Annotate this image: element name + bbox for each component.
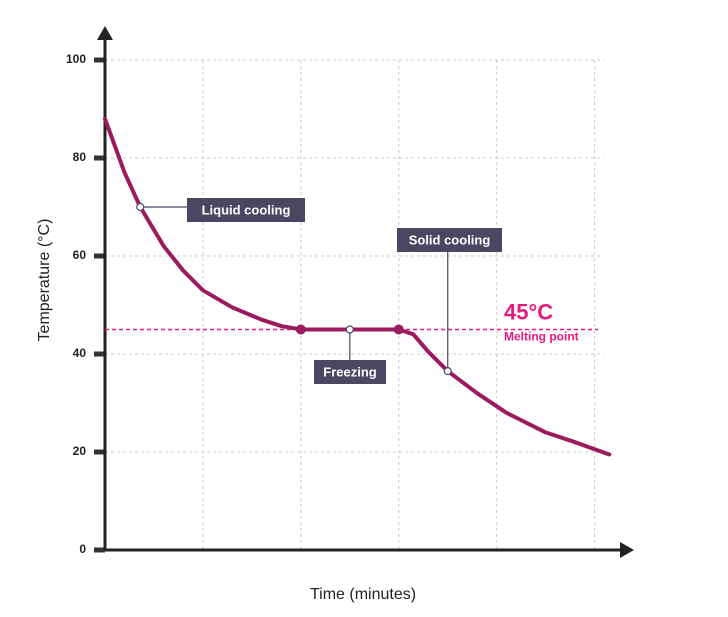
annotation-point: [136, 202, 145, 212]
annotation-label: Freezing: [323, 364, 377, 379]
reference-label: 45°C: [504, 299, 553, 324]
y-tick-label: 40: [73, 346, 87, 360]
annotation-label: Liquid cooling: [202, 202, 291, 217]
x-axis-arrow: [620, 542, 634, 558]
annotation-box: [397, 228, 502, 252]
x-axis-label: Time (minutes): [310, 586, 416, 603]
annotation-point: [345, 325, 354, 334]
key-point: [393, 324, 404, 335]
y-tick-label: 0: [79, 542, 86, 556]
y-tick-label: 20: [73, 444, 87, 458]
y-axis-label: Temperature (°C): [36, 219, 53, 342]
annotation-box: [314, 360, 386, 384]
y-tick-label: 80: [73, 150, 87, 164]
annotation-label: Solid cooling: [409, 232, 491, 247]
key-point: [295, 324, 306, 335]
y-tick-label: 60: [73, 248, 87, 262]
annotation-point: [443, 367, 452, 376]
y-axis-arrow: [97, 26, 113, 40]
y-tick-label: 100: [66, 52, 86, 66]
reference-sublabel: Melting point: [504, 330, 579, 344]
line-series: [103, 116, 612, 457]
annotation-box: [187, 198, 305, 222]
